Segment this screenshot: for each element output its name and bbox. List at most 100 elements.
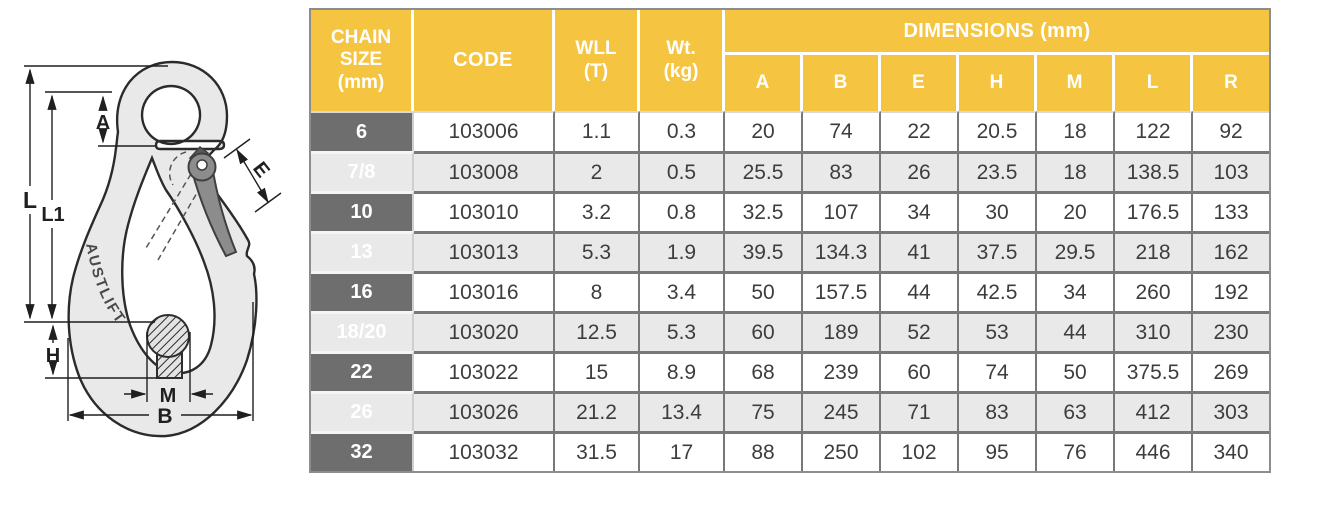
dim-b-cell: 107	[803, 191, 881, 231]
hook-diagram: AUSTLIFT	[0, 0, 309, 511]
label-M: M	[160, 385, 177, 407]
table-row: 18/20 103020 12.5 5.3 60 189 52 53 44 31…	[311, 311, 1270, 351]
dim-m-cell: 76	[1037, 431, 1115, 471]
dim-e-cell: 52	[881, 311, 959, 351]
dim-l-cell: 218	[1115, 231, 1193, 271]
dim-a-cell: 88	[725, 431, 803, 471]
dim-r-cell: 269	[1193, 351, 1270, 391]
cross-section-hatch	[146, 314, 190, 379]
table-row: 22 103022 15 8.9 68 239 60 74 50 375.5 2…	[311, 351, 1270, 391]
dim-a-cell: 75	[725, 391, 803, 431]
dim-a-cell: 50	[725, 271, 803, 311]
code-cell: 103020	[414, 311, 555, 351]
code-cell: 103022	[414, 351, 555, 391]
dim-l-cell: 260	[1115, 271, 1193, 311]
wll-cell: 1.1	[555, 111, 640, 151]
dim-r-cell: 162	[1193, 231, 1270, 271]
dim-a-cell: 68	[725, 351, 803, 391]
dim-h-cell: 37.5	[959, 231, 1037, 271]
code-cell: 103010	[414, 191, 555, 231]
dim-b-cell: 245	[803, 391, 881, 431]
label-E: E	[248, 158, 274, 182]
wll-cell: 15	[555, 351, 640, 391]
dim-h-cell: 95	[959, 431, 1037, 471]
chain-size-cell: 32	[311, 431, 414, 471]
wll-cell: 2	[555, 151, 640, 191]
code-cell: 103006	[414, 111, 555, 151]
label-L: L	[23, 187, 37, 213]
code-cell: 103032	[414, 431, 555, 471]
dim-e-cell: 102	[881, 431, 959, 471]
code-cell: 103013	[414, 231, 555, 271]
dim-h-cell: 83	[959, 391, 1037, 431]
dim-r-cell: 192	[1193, 271, 1270, 311]
table-row: 32 103032 31.5 17 88 250 102 95 76 446 3…	[311, 431, 1270, 471]
dim-l-cell: 375.5	[1115, 351, 1193, 391]
wt-cell: 13.4	[640, 391, 725, 431]
wt-cell: 8.9	[640, 351, 725, 391]
dim-a-cell: 60	[725, 311, 803, 351]
dim-l-cell: 446	[1115, 431, 1193, 471]
wll-cell: 3.2	[555, 191, 640, 231]
chain-size-cell: 22	[311, 351, 414, 391]
dim-b-cell: 157.5	[803, 271, 881, 311]
header-code: CODE	[414, 10, 555, 111]
dim-m-cell: 18	[1037, 111, 1115, 151]
dim-b-cell: 189	[803, 311, 881, 351]
dim-b-cell: 134.3	[803, 231, 881, 271]
label-B: B	[157, 405, 172, 428]
dim-h-cell: 30	[959, 191, 1037, 231]
dim-h-cell: 74	[959, 351, 1037, 391]
dim-r-cell: 92	[1193, 111, 1270, 151]
dim-e-cell: 34	[881, 191, 959, 231]
table-row: 10 103010 3.2 0.8 32.5 107 34 30 20 176.…	[311, 191, 1270, 231]
dim-a-cell: 39.5	[725, 231, 803, 271]
wt-cell: 5.3	[640, 311, 725, 351]
dim-a-cell: 20	[725, 111, 803, 151]
latch-pivot-hole	[196, 159, 208, 171]
wt-cell: 1.9	[640, 231, 725, 271]
header-dim-a: A	[725, 55, 803, 111]
table-row: 13 103013 5.3 1.9 39.5 134.3 41 37.5 29.…	[311, 231, 1270, 271]
dim-a-cell: 25.5	[725, 151, 803, 191]
wll-cell: 5.3	[555, 231, 640, 271]
header-chain-size: CHAIN SIZE (mm)	[311, 10, 414, 111]
chain-size-cell: 7/8	[311, 151, 414, 191]
chain-size-cell: 6	[311, 111, 414, 151]
dim-a-cell: 32.5	[725, 191, 803, 231]
label-A: A	[96, 112, 110, 134]
table-row: 16 103016 8 3.4 50 157.5 44 42.5 34 260 …	[311, 271, 1270, 311]
chain-size-cell: 16	[311, 271, 414, 311]
dim-b-cell: 74	[803, 111, 881, 151]
dim-m-cell: 20	[1037, 191, 1115, 231]
table-row: 6 103006 1.1 0.3 20 74 22 20.5 18 122 92	[311, 111, 1270, 151]
table-row: 26 103026 21.2 13.4 75 245 71 83 63 412 …	[311, 391, 1270, 431]
dim-h-cell: 20.5	[959, 111, 1037, 151]
dim-r-cell: 340	[1193, 431, 1270, 471]
dim-l-cell: 412	[1115, 391, 1193, 431]
wll-cell: 31.5	[555, 431, 640, 471]
header-wt: Wt. (kg)	[640, 10, 725, 111]
latch-open-dashed-lines	[145, 151, 202, 261]
header-dim-r: R	[1193, 55, 1270, 111]
spec-table: CHAIN SIZE (mm) CODE WLL (T) Wt. (kg) DI…	[311, 10, 1270, 471]
dim-m-cell: 29.5	[1037, 231, 1115, 271]
dim-l-cell: 138.5	[1115, 151, 1193, 191]
dim-r-cell: 230	[1193, 311, 1270, 351]
dim-h-cell: 23.5	[959, 151, 1037, 191]
safety-latch	[187, 145, 238, 258]
header-dim-e: E	[881, 55, 959, 111]
chain-size-cell: 10	[311, 191, 414, 231]
header-wll: WLL (T)	[555, 10, 640, 111]
dim-h-cell: 42.5	[959, 271, 1037, 311]
dim-r-cell: 133	[1193, 191, 1270, 231]
dim-r-cell: 103	[1193, 151, 1270, 191]
label-L1: L1	[41, 204, 64, 226]
chain-size-cell: 13	[311, 231, 414, 271]
wt-cell: 0.3	[640, 111, 725, 151]
dim-m-cell: 44	[1037, 311, 1115, 351]
wt-cell: 17	[640, 431, 725, 471]
sling-hook-drawing: AUSTLIFT	[23, 60, 282, 438]
dim-b-cell: 250	[803, 431, 881, 471]
